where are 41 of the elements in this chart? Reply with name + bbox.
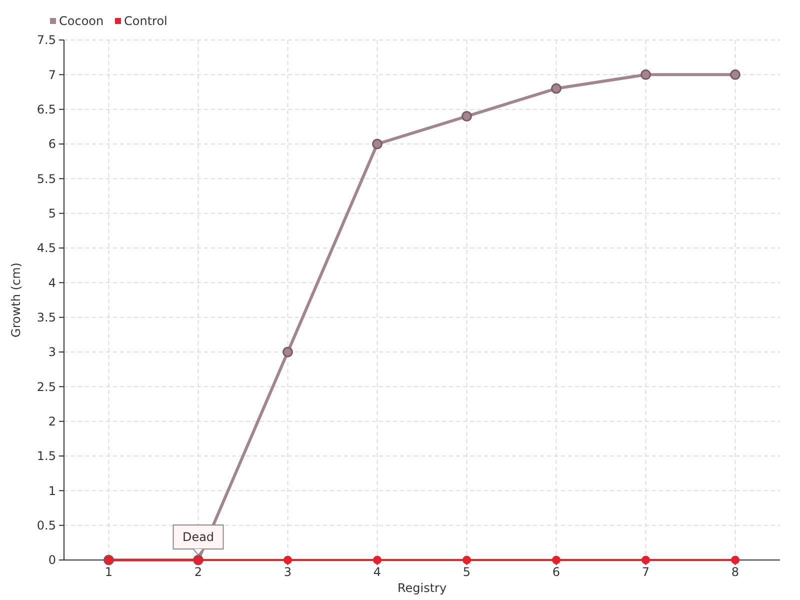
x-tick-label: 6 [552,565,560,579]
point [462,556,471,564]
x-tick-label: 5 [462,565,471,579]
point [372,138,382,150]
point [730,69,740,80]
y-tick-label: 4.5 [36,241,56,256]
point [462,111,472,122]
y-tick-label: 0.5 [36,518,56,533]
point [552,556,560,564]
y-tick-label: 2.5 [36,380,56,394]
legend-label: Control [124,14,168,28]
y-axis-title: Growth (cm) [9,262,23,338]
y-tick-label: 5 [48,206,56,221]
point [282,346,293,358]
y-tick-label: 0 [48,553,56,568]
y-tick-label: 3.5 [36,310,56,325]
y-tick-label: 7.5 [36,33,56,48]
point [284,556,292,564]
y-tick-label: 2 [48,414,56,429]
x-tick-label: 4 [373,565,382,579]
point [373,556,382,564]
y-tick-label: 1.5 [36,449,56,464]
point [731,556,740,564]
point [642,556,650,564]
x-tick-label: 1 [104,565,113,579]
point [551,83,562,94]
x-tick-label: 2 [194,565,202,579]
y-tick-label: 1 [48,484,56,498]
x-tick-label: 7 [642,565,650,579]
y-tick-label: 3 [48,345,56,360]
y-tick-label: 5.5 [36,172,56,186]
legend-label: Cocoon [59,14,104,28]
y-tick-label: 6 [48,137,56,152]
x-tick-label: 8 [731,565,740,579]
y-tick-label: 4 [48,276,56,290]
annotation: Dead [182,530,214,544]
point [640,69,651,80]
x-axis-title: Registry [397,581,447,595]
x-tick-label: 3 [284,565,292,579]
y-tick-label: 7 [48,68,56,82]
y-tick-label: 6.5 [36,102,56,117]
